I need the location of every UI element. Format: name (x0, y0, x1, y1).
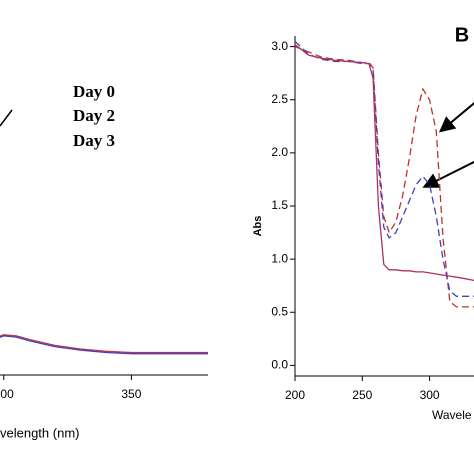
annotation: Day 2 (73, 106, 115, 125)
x-tick-label: 300 (0, 387, 14, 401)
x-tick-label: 350 (121, 387, 141, 401)
annotation: Day 0 (73, 82, 115, 101)
series-line (0, 335, 208, 355)
arrow (0, 109, 13, 127)
x-tick-label: 250 (352, 388, 372, 402)
panel-label: B (455, 24, 469, 46)
y-tick-label: 0.0 (271, 358, 288, 372)
series-line (294, 45, 474, 308)
x-tick-label: 200 (285, 388, 305, 402)
series-line (294, 43, 474, 282)
y-tick-label: 1.5 (271, 198, 288, 212)
x-axis-label: velength (nm) (0, 425, 79, 440)
y-tick-label: 1.0 (271, 251, 288, 265)
x-axis-label: Wavele (432, 408, 472, 422)
y-tick-label: 2.0 (271, 145, 288, 159)
arrow (422, 160, 474, 188)
arrow (438, 102, 474, 133)
annotation: Day 3 (73, 131, 115, 150)
x-tick-label: 300 (420, 388, 440, 402)
y-axis-label: Abs (252, 216, 264, 237)
series-line (0, 334, 208, 354)
y-tick-label: 0.5 (271, 304, 288, 318)
y-tick-label: 2.5 (271, 92, 288, 106)
series-line (294, 40, 474, 297)
y-tick-label: 3.0 (271, 39, 288, 53)
